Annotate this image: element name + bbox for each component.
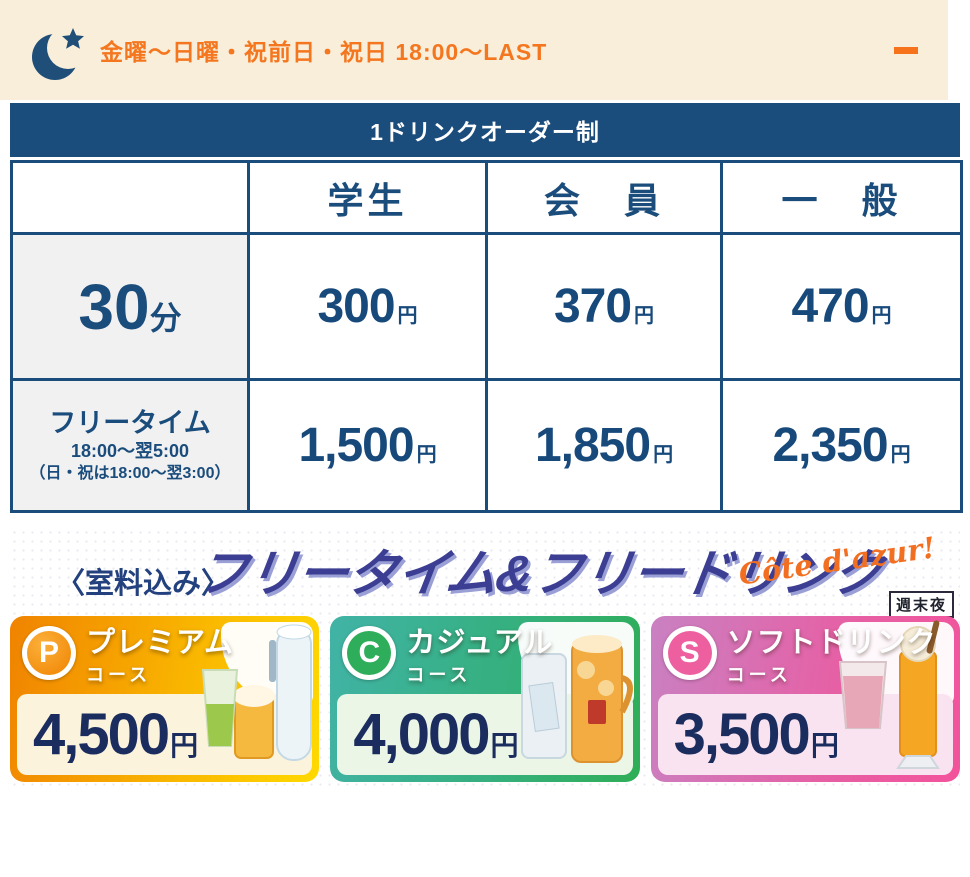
duration-value: 30 bbox=[78, 270, 150, 343]
casual-initial-badge: C bbox=[342, 626, 397, 680]
price-30min-student: 300 円 bbox=[247, 232, 488, 381]
price-30min-general: 470 円 bbox=[720, 232, 963, 381]
room-included-label: 〈室料込み〉 bbox=[56, 568, 231, 600]
price-freetime-member: 1,850 円 bbox=[485, 378, 723, 513]
course-card-casual: 4,000 円 C カジュアル bbox=[330, 616, 640, 782]
row-header-30min: 30分 bbox=[10, 232, 250, 381]
casual-course-name: カジュアル コース bbox=[406, 627, 554, 686]
table-row-30min: 30分 300 円 370 円 470 円 bbox=[10, 232, 963, 381]
weekend-night-badge: 週末夜 bbox=[888, 591, 954, 618]
table-row-freetime: フリータイム 18:00〜翌5:00 （日・祝は18:00〜翌3:00） 1,5… bbox=[10, 378, 963, 513]
price-freetime-student: 1,500 円 bbox=[247, 378, 488, 513]
price-table: 学生 会 員 一 般 30分 300 円 370 円 470 円 bbox=[10, 160, 963, 513]
premium-card-header: P プレミアム コース bbox=[22, 626, 234, 687]
table-header-row: 学生 会 員 一 般 bbox=[10, 160, 963, 235]
moon-star-icon bbox=[30, 20, 89, 87]
softdrink-card-header: S ソフトドリンク コース bbox=[662, 626, 937, 687]
column-header-student: 学生 bbox=[247, 160, 488, 235]
column-header-member: 会 員 bbox=[485, 160, 723, 235]
softdrink-initial-badge: S bbox=[662, 626, 717, 680]
softdrink-course-name: ソフトドリンク コース bbox=[726, 627, 937, 686]
schedule-label: 金曜〜日曜・祝前日・祝日 18:00〜LAST bbox=[100, 39, 548, 65]
course-card-softdrink: 3,500 円 S ソフトドリンク コース bbox=[650, 616, 960, 782]
freetime-freedrink-campaign: 〈室料込み〉 フリータイム&フリードリンク Côte d'azur! 週末夜 4… bbox=[10, 528, 960, 786]
freetime-hours: 18:00〜翌5:00 bbox=[70, 441, 190, 462]
duration-unit: 分 bbox=[149, 299, 182, 336]
softdrink-drinks-photo bbox=[838, 620, 940, 769]
premium-initial-badge: P bbox=[22, 626, 76, 680]
premium-course-name: プレミアム コース bbox=[86, 627, 234, 686]
drink-order-banner: 1ドリンクオーダー制 bbox=[10, 103, 960, 157]
campaign-heading: 〈室料込み〉 フリータイム&フリードリンク Côte d'azur! 週末夜 bbox=[10, 528, 960, 618]
casual-drinks-photo bbox=[520, 635, 633, 763]
night-schedule-accordion-header[interactable]: 金曜〜日曜・祝前日・祝日 18:00〜LAST bbox=[0, 0, 948, 100]
course-card-premium: 4,500 円 P プレミアム コース bbox=[10, 616, 320, 782]
premium-drinks-photo bbox=[202, 624, 313, 761]
freetime-label: フリータイム bbox=[49, 407, 211, 438]
price-30min-member: 370 円 bbox=[485, 232, 723, 381]
table-corner-cell bbox=[10, 160, 250, 235]
collapse-button[interactable] bbox=[888, 32, 924, 68]
casual-card-header: C カジュアル コース bbox=[342, 626, 553, 687]
course-cards: 4,500 円 P プレミアム コース bbox=[10, 616, 960, 782]
column-header-general: 一 般 bbox=[720, 160, 963, 235]
price-freetime-general: 2,350 円 bbox=[720, 378, 963, 513]
minus-icon bbox=[894, 46, 918, 54]
row-header-freetime: フリータイム 18:00〜翌5:00 （日・祝は18:00〜翌3:00） bbox=[10, 378, 250, 513]
freetime-note: （日・祝は18:00〜翌3:00） bbox=[29, 464, 231, 482]
